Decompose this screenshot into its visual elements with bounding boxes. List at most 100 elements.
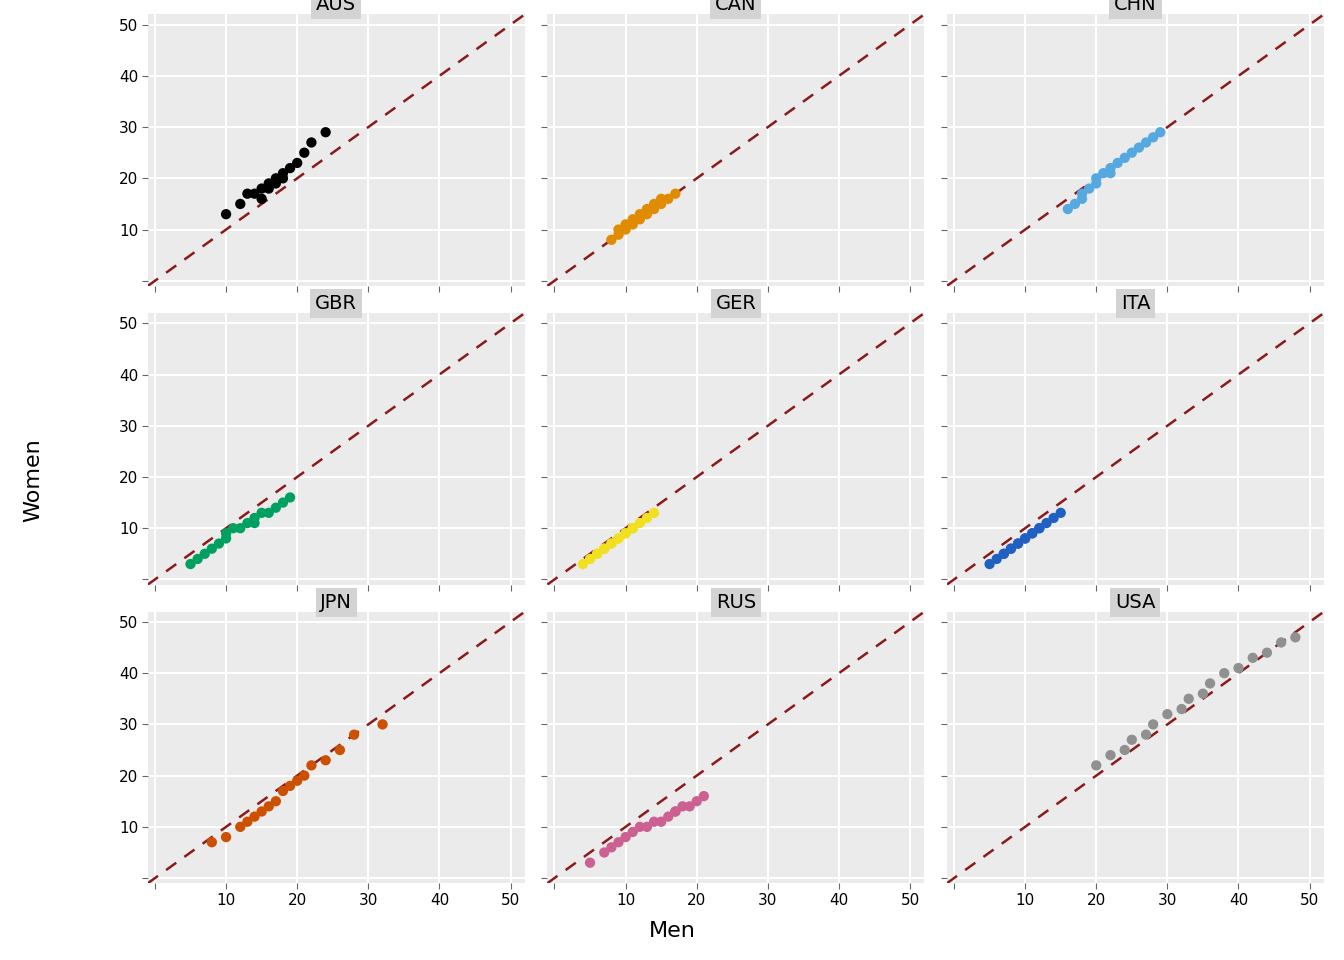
Point <box>1142 130 1164 145</box>
Point <box>1036 516 1058 531</box>
Point <box>222 520 243 536</box>
Point <box>594 541 616 557</box>
Text: USA: USA <box>1116 592 1156 612</box>
Point <box>243 809 265 825</box>
Point <box>286 773 308 788</box>
Point <box>622 217 644 232</box>
Point <box>657 809 679 825</box>
Text: CHN: CHN <box>1114 0 1157 14</box>
Point <box>993 546 1015 562</box>
Point <box>265 794 286 809</box>
Point <box>202 834 223 850</box>
Point <box>230 819 251 834</box>
Point <box>187 551 208 566</box>
Text: GER: GER <box>715 294 757 313</box>
Point <box>1007 536 1028 551</box>
Point <box>622 825 644 840</box>
Point <box>644 505 665 520</box>
Point <box>636 511 657 526</box>
Point <box>607 227 629 242</box>
Point <box>372 717 394 732</box>
Point <box>1078 180 1099 196</box>
Point <box>230 196 251 211</box>
Point <box>202 541 223 557</box>
Point <box>1000 541 1021 557</box>
Point <box>601 840 622 855</box>
Point <box>1021 526 1043 541</box>
Point <box>1015 531 1036 546</box>
Point <box>194 546 215 562</box>
Point <box>622 520 644 536</box>
Point <box>215 531 237 546</box>
Point <box>614 829 636 845</box>
Point <box>614 217 636 232</box>
Point <box>251 804 273 819</box>
Point <box>1086 757 1107 773</box>
Point <box>614 526 636 541</box>
Point <box>230 520 251 536</box>
Point <box>594 541 616 557</box>
Point <box>978 557 1000 572</box>
Point <box>280 160 301 176</box>
Point <box>1107 156 1129 171</box>
Point <box>601 232 622 248</box>
Point <box>237 814 258 829</box>
Point <box>672 799 694 814</box>
Point <box>1099 160 1121 176</box>
Point <box>215 206 237 222</box>
Point <box>314 125 336 140</box>
Point <box>258 799 280 814</box>
Point <box>594 845 616 860</box>
Point <box>650 191 672 206</box>
Point <box>215 829 237 845</box>
Point <box>1028 520 1050 536</box>
Point <box>1121 145 1142 160</box>
Point <box>614 526 636 541</box>
Point <box>251 180 273 196</box>
Point <box>1257 645 1278 660</box>
Point <box>273 171 294 186</box>
Point <box>208 536 230 551</box>
Point <box>1021 526 1043 541</box>
Point <box>629 819 650 834</box>
Point <box>1058 202 1079 217</box>
Point <box>586 546 607 562</box>
Point <box>1043 511 1064 526</box>
Point <box>1270 635 1292 650</box>
Point <box>629 206 650 222</box>
Point <box>1142 717 1164 732</box>
Point <box>1242 650 1263 665</box>
Point <box>1114 742 1136 757</box>
Text: GBR: GBR <box>316 294 358 313</box>
Point <box>694 788 715 804</box>
Point <box>607 222 629 237</box>
Point <box>243 516 265 531</box>
Point <box>579 551 601 566</box>
Point <box>1099 165 1121 180</box>
Point <box>1157 707 1179 722</box>
Point <box>644 202 665 217</box>
Point <box>657 191 679 206</box>
Point <box>629 211 650 227</box>
Point <box>665 186 687 202</box>
Text: CAN: CAN <box>715 0 757 14</box>
Point <box>280 490 301 505</box>
Point <box>644 196 665 211</box>
Point <box>1177 691 1199 707</box>
Point <box>329 742 351 757</box>
Text: AUS: AUS <box>316 0 356 14</box>
Point <box>1099 748 1121 763</box>
Point <box>629 516 650 531</box>
Text: Women: Women <box>24 438 43 522</box>
Point <box>644 814 665 829</box>
Point <box>286 156 308 171</box>
Point <box>1136 134 1157 150</box>
Point <box>573 557 594 572</box>
Text: JPN: JPN <box>320 592 352 612</box>
Point <box>1064 196 1086 211</box>
Point <box>622 211 644 227</box>
Point <box>1050 505 1071 520</box>
Point <box>265 171 286 186</box>
Point <box>1136 727 1157 742</box>
Point <box>986 551 1008 566</box>
